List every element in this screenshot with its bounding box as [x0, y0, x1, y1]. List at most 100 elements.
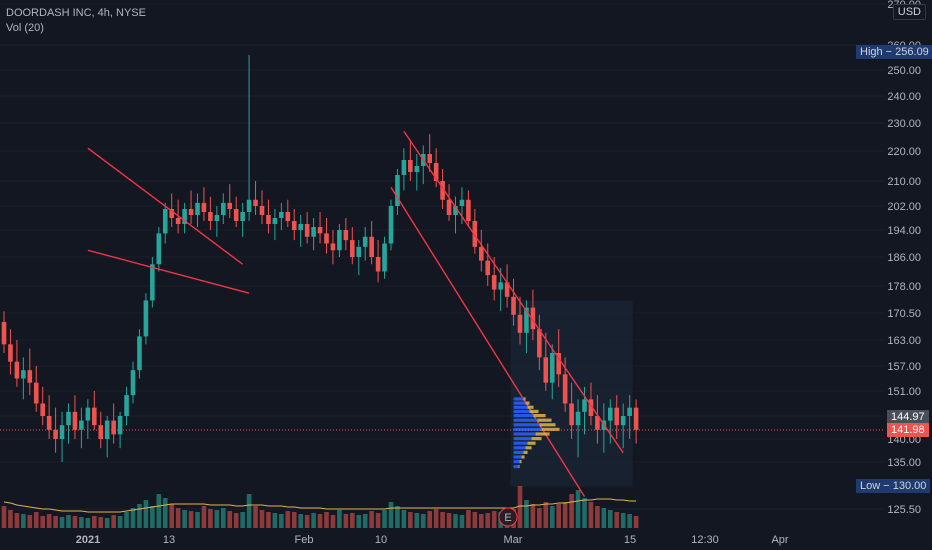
- volume-profile-bar: [539, 423, 556, 427]
- candle: [33, 382, 39, 404]
- candle: [491, 275, 497, 290]
- volume-bar: [137, 504, 142, 528]
- candle: [156, 233, 162, 265]
- volume-bar: [337, 510, 342, 528]
- candle: [240, 212, 245, 221]
- volume-bar: [524, 500, 529, 528]
- volume-profile-bar: [513, 401, 526, 405]
- volume-bar: [111, 515, 116, 528]
- candle: [72, 411, 78, 430]
- volume-bar: [304, 515, 310, 528]
- symbol-title[interactable]: DOORDASH INC, 4h, NYSE: [6, 7, 146, 19]
- candle: [498, 282, 503, 290]
- candle: [627, 407, 632, 416]
- volume-bar: [272, 513, 278, 528]
- candle: [414, 166, 420, 172]
- candle: [169, 209, 174, 218]
- volume-bar: [343, 514, 349, 528]
- volume-bar: [466, 510, 471, 528]
- volume-bar: [221, 508, 226, 528]
- volume-bar: [201, 506, 207, 528]
- volume-bar: [446, 513, 452, 528]
- x-tick-label: Feb: [295, 534, 314, 546]
- trendline: [390, 186, 586, 498]
- candle: [188, 209, 194, 215]
- volume-bar: [582, 498, 587, 528]
- volume-bar: [427, 511, 432, 528]
- candle: [427, 154, 432, 163]
- candle: [272, 218, 278, 224]
- candle: [343, 230, 349, 241]
- volume-profile-bar: [513, 460, 520, 464]
- candle: [59, 425, 65, 439]
- candle: [8, 344, 13, 362]
- volume-bar: [414, 513, 420, 528]
- candle: [330, 243, 336, 251]
- volume-bar: [395, 506, 400, 528]
- candle: [208, 212, 213, 221]
- candle: [130, 370, 136, 396]
- volume-bar: [169, 504, 174, 528]
- volume-profile-bar: [513, 405, 528, 409]
- earnings-marker[interactable]: [498, 507, 518, 527]
- chart-legend: DOORDASH INC, 4h, NYSE Vol (20): [6, 6, 146, 36]
- candle: [446, 199, 452, 215]
- volume-profile-bar: [541, 427, 560, 431]
- candle: [111, 420, 116, 435]
- volume-bar: [350, 513, 355, 528]
- volume-bar: [369, 511, 374, 528]
- x-tick-label: 10: [375, 534, 387, 546]
- volume-bar: [298, 514, 303, 528]
- x-tick-label: 15: [624, 534, 636, 546]
- volume-bar: [562, 502, 568, 528]
- volume-bar: [79, 517, 84, 528]
- candle: [453, 206, 458, 215]
- volume-bar: [569, 494, 574, 528]
- volume-bar: [543, 502, 549, 528]
- volume-bar: [227, 511, 233, 528]
- volume-profile-bar: [513, 427, 542, 431]
- volume-profile-bar: [535, 432, 550, 436]
- volume-bar: [401, 510, 407, 528]
- candle: [182, 209, 187, 224]
- x-tick-label: 12:30: [691, 534, 719, 546]
- y-tick-label: 157.00: [887, 361, 921, 373]
- candle: [401, 160, 407, 175]
- volume-bar: [27, 515, 33, 528]
- candle: [362, 236, 368, 247]
- volume-bar: [156, 494, 162, 528]
- volume-bar: [588, 502, 594, 528]
- volume-bar: [356, 515, 362, 528]
- volume-profile-bar: [525, 401, 530, 405]
- volume-profile-bar: [527, 441, 536, 445]
- volume-bar: [85, 518, 91, 528]
- candle: [517, 314, 523, 333]
- candle: [98, 425, 104, 439]
- volume-bar: [1, 506, 7, 528]
- candle: [53, 429, 58, 439]
- candle: [291, 221, 297, 230]
- volume-bar: [388, 502, 394, 528]
- candle: [479, 246, 484, 261]
- volume-bar: [633, 516, 639, 528]
- y-tick-label: 170.50: [887, 308, 921, 320]
- currency-label[interactable]: USD: [892, 4, 926, 20]
- volume-bar: [143, 500, 149, 528]
- volume-profile-bar: [531, 437, 542, 441]
- volume-profile-bar: [523, 397, 526, 401]
- volume-profile-bar: [513, 418, 538, 422]
- marked-price-tag: 144.97: [887, 410, 929, 424]
- volume-bar: [285, 511, 291, 528]
- candle: [485, 260, 491, 276]
- x-tick-label: 2021: [76, 534, 100, 546]
- volume-bar: [601, 508, 607, 528]
- candle: [259, 206, 265, 215]
- volume-bar: [46, 514, 52, 528]
- volume-bar: [214, 510, 220, 528]
- volume-bar: [485, 513, 491, 528]
- volume-bar: [549, 506, 555, 528]
- volume-bar: [620, 513, 626, 528]
- volume-indicator-label[interactable]: Vol (20): [6, 22, 44, 34]
- candle: [472, 221, 478, 247]
